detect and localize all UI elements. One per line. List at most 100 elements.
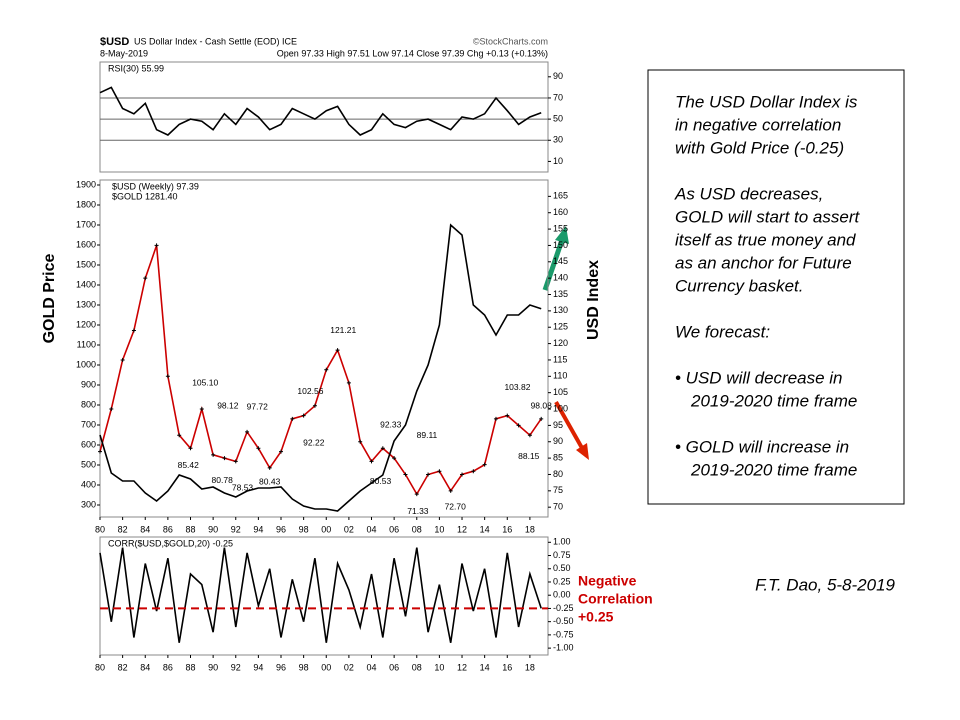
note-line: GOLD will start to assert [675, 207, 860, 226]
note-line: We forecast: [675, 322, 770, 341]
note-line: as an anchor for Future [675, 253, 852, 272]
y2-tick-label: 90 [553, 436, 563, 446]
y2-tick-label: 150 [553, 240, 568, 250]
marker [267, 465, 272, 470]
note-line: • GOLD will increase in [675, 437, 849, 456]
x-tick-label: 94 [253, 662, 263, 672]
marker [414, 492, 419, 497]
note-line: The USD Dollar Index is [675, 92, 858, 111]
note-line: Currency basket. [675, 276, 804, 295]
y-tick-label: 0.00 [553, 590, 571, 600]
x-tick-label: 82 [118, 662, 128, 672]
reference-label: +0.25 [578, 609, 614, 625]
x-tick-label: 94 [253, 524, 263, 534]
marker [403, 472, 408, 477]
date: 8-May-2019 [100, 48, 148, 58]
x-tick-label: 00 [321, 662, 331, 672]
marker [448, 488, 453, 493]
marker [256, 446, 261, 451]
y2-tick-label: 70 [553, 502, 563, 512]
marker [380, 446, 385, 451]
y-tick-label: 400 [81, 479, 96, 489]
x-tick-label: 86 [163, 524, 173, 534]
panel-label: RSI(30) 55.99 [108, 63, 164, 73]
y2-tick-label: 105 [553, 387, 568, 397]
note-line: in negative correlation [675, 115, 841, 134]
marker [493, 416, 498, 421]
x-tick-label: 98 [299, 662, 309, 672]
x-tick-label: 80 [95, 662, 105, 672]
y-tick-label: 70 [553, 92, 563, 102]
marker [346, 380, 351, 385]
marker [165, 374, 170, 379]
header-title: US Dollar Index - Cash Settle (EOD) ICE [134, 36, 297, 46]
x-tick-label: 90 [208, 524, 218, 534]
x-tick-label: 18 [525, 662, 535, 672]
note-line: 2019-2020 time frame [690, 460, 857, 479]
x-tick-label: 18 [525, 524, 535, 534]
y2-tick-label: 110 [553, 371, 567, 381]
annotation: 80.43 [259, 476, 281, 486]
y-tick-label: 1400 [76, 279, 96, 289]
annotation: 103.82 [504, 382, 530, 392]
y-tick-label: 1000 [76, 359, 96, 369]
x-tick-label: 02 [344, 524, 354, 534]
marker [471, 469, 476, 474]
note-line: As USD decreases, [674, 184, 823, 203]
y2-tick-label: 125 [553, 322, 568, 332]
y2-tick-label: 130 [553, 305, 568, 315]
x-tick-label: 14 [480, 662, 490, 672]
annotation: 121.21 [330, 325, 356, 335]
marker [392, 456, 397, 461]
y-tick-label: 1200 [76, 319, 96, 329]
series-line [99, 86, 542, 136]
annotation: 102.56 [297, 386, 323, 396]
x-tick-label: 96 [276, 662, 286, 672]
marker [335, 348, 340, 353]
y2-tick-label: 100 [553, 403, 568, 413]
y-tick-label: 300 [81, 499, 96, 509]
note-line: with Gold Price (-0.25) [675, 138, 844, 157]
annotation: 98.12 [217, 400, 239, 410]
marker [516, 423, 521, 428]
annotation: 92.22 [303, 438, 325, 448]
x-tick-label: 80 [95, 524, 105, 534]
x-tick-label: 16 [502, 662, 512, 672]
y2-tick-label: 75 [553, 485, 563, 495]
y-tick-label: 1500 [76, 259, 96, 269]
y2-tick-label: 140 [553, 273, 568, 283]
annotation: 80.53 [370, 476, 392, 486]
marker [188, 446, 193, 451]
marker [154, 243, 159, 248]
x-tick-label: 92 [231, 524, 241, 534]
marker [199, 407, 204, 412]
y2-axis-label: USD Index [585, 260, 602, 340]
note-box [647, 69, 905, 505]
marker [426, 472, 431, 477]
marker [245, 429, 250, 434]
x-tick-label: 98 [299, 524, 309, 534]
x-tick-label: 08 [412, 662, 422, 672]
y-tick-label: 10 [553, 156, 563, 166]
y-tick-label: 1900 [76, 179, 96, 189]
note-line: • USD will decrease in [675, 368, 843, 387]
x-tick-label: 88 [185, 524, 195, 534]
marker [131, 328, 136, 333]
x-tick-label: 04 [367, 662, 377, 672]
x-tick-label: 84 [140, 662, 150, 672]
quote: Open 97.33 High 97.51 Low 97.14 Close 97… [277, 48, 548, 58]
y-tick-label: 1.00 [553, 537, 571, 547]
reference-label: Correlation [578, 591, 653, 607]
annotation: 85.42 [178, 460, 200, 470]
y-tick-label: -0.25 [553, 603, 574, 613]
x-tick-label: 10 [434, 662, 444, 672]
marker [312, 403, 317, 408]
annotation: 105.10 [192, 378, 218, 388]
x-tick-label: 90 [208, 662, 218, 672]
x-tick-label: 16 [502, 524, 512, 534]
marker [98, 449, 102, 454]
x-tick-label: 84 [140, 524, 150, 534]
y-tick-label: 0.50 [553, 563, 571, 573]
marker [527, 433, 532, 438]
x-tick-label: 12 [457, 524, 467, 534]
